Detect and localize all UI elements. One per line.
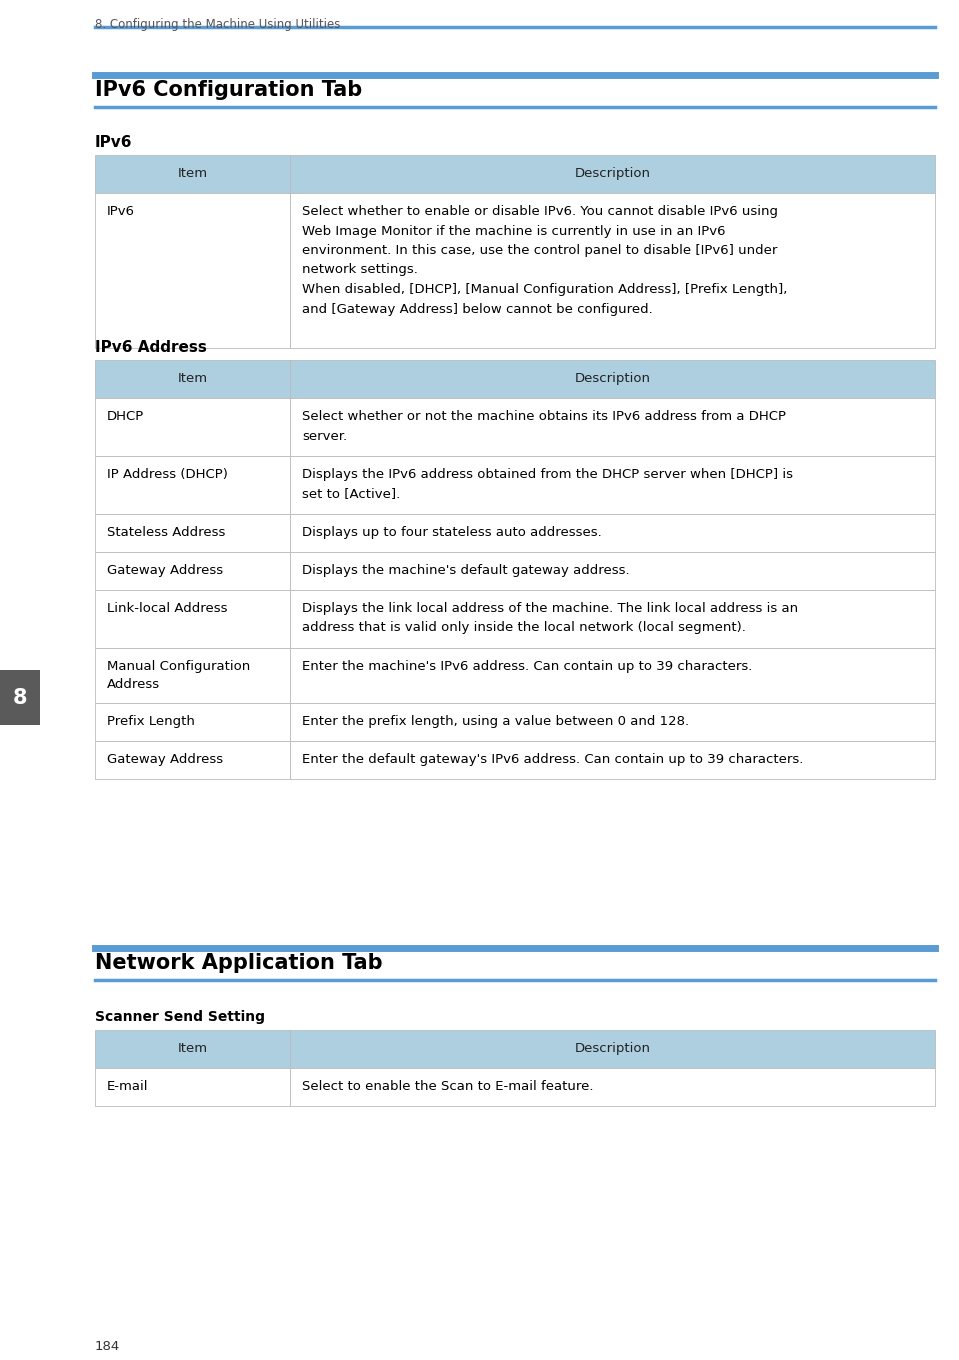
Bar (95, 741, 290, 779)
Text: Displays the machine's default gateway address.: Displays the machine's default gateway a… (302, 564, 630, 577)
Text: Gateway Address: Gateway Address (107, 753, 223, 766)
Bar (290, 703, 935, 741)
Text: 8. Configuring the Machine Using Utilities: 8. Configuring the Machine Using Utiliti… (95, 18, 340, 31)
Text: Item: Item (177, 1042, 207, 1055)
Text: Select whether or not the machine obtains its IPv6 address from a DHCP
server.: Select whether or not the machine obtain… (302, 409, 786, 442)
Text: Network Application Tab: Network Application Tab (95, 953, 383, 972)
Bar (290, 360, 935, 398)
Text: Select whether to enable or disable IPv6. You cannot disable IPv6 using
Web Imag: Select whether to enable or disable IPv6… (302, 205, 787, 316)
Text: Item: Item (177, 373, 207, 385)
Bar (290, 1068, 935, 1106)
Text: IPv6: IPv6 (95, 135, 132, 150)
Text: Enter the machine's IPv6 address. Can contain up to 39 characters.: Enter the machine's IPv6 address. Can co… (302, 660, 753, 673)
Bar (95, 1030, 290, 1068)
Bar (290, 1030, 935, 1068)
Text: IPv6 Configuration Tab: IPv6 Configuration Tab (95, 80, 363, 101)
Text: IPv6 Address: IPv6 Address (95, 340, 207, 355)
Text: Displays the IPv6 address obtained from the DHCP server when [DHCP] is
set to [A: Displays the IPv6 address obtained from … (302, 468, 793, 500)
Bar (290, 514, 935, 552)
Bar (290, 552, 935, 590)
Text: 184: 184 (95, 1340, 120, 1353)
Bar (95, 514, 290, 552)
Text: Stateless Address: Stateless Address (107, 526, 225, 539)
Text: Displays up to four stateless auto addresses.: Displays up to four stateless auto addre… (302, 526, 601, 539)
Bar (290, 647, 935, 703)
Bar (95, 398, 290, 456)
Bar (95, 456, 290, 514)
Text: Gateway Address: Gateway Address (107, 564, 223, 577)
Text: Description: Description (574, 1042, 650, 1055)
Bar (95, 193, 290, 348)
Text: DHCP: DHCP (107, 409, 144, 423)
Bar (95, 360, 290, 398)
Text: Description: Description (574, 167, 650, 180)
Text: Select to enable the Scan to E-mail feature.: Select to enable the Scan to E-mail feat… (302, 1080, 594, 1093)
Bar (290, 398, 935, 456)
Bar (95, 647, 290, 703)
Text: IP Address (DHCP): IP Address (DHCP) (107, 468, 228, 481)
Text: Description: Description (574, 373, 650, 385)
Text: Prefix Length: Prefix Length (107, 715, 195, 728)
Bar (290, 590, 935, 647)
Bar (95, 155, 290, 193)
Bar (290, 741, 935, 779)
Bar (95, 590, 290, 647)
Bar (290, 155, 935, 193)
Text: Enter the prefix length, using a value between 0 and 128.: Enter the prefix length, using a value b… (302, 715, 690, 728)
Text: Scanner Send Setting: Scanner Send Setting (95, 1010, 265, 1024)
Text: Displays the link local address of the machine. The link local address is an
add: Displays the link local address of the m… (302, 602, 798, 635)
Bar (95, 703, 290, 741)
Text: IPv6: IPv6 (107, 205, 135, 218)
Bar (95, 552, 290, 590)
Bar (0, 670, 40, 725)
Text: Enter the default gateway's IPv6 address. Can contain up to 39 characters.: Enter the default gateway's IPv6 address… (302, 753, 804, 766)
Bar (290, 456, 935, 514)
Text: Manual Configuration
Address: Manual Configuration Address (107, 660, 250, 691)
Bar (95, 1068, 290, 1106)
Text: Link-local Address: Link-local Address (107, 602, 227, 615)
Text: E-mail: E-mail (107, 1080, 149, 1093)
Text: Item: Item (177, 167, 207, 180)
Text: 8: 8 (12, 688, 27, 707)
Bar (290, 193, 935, 348)
